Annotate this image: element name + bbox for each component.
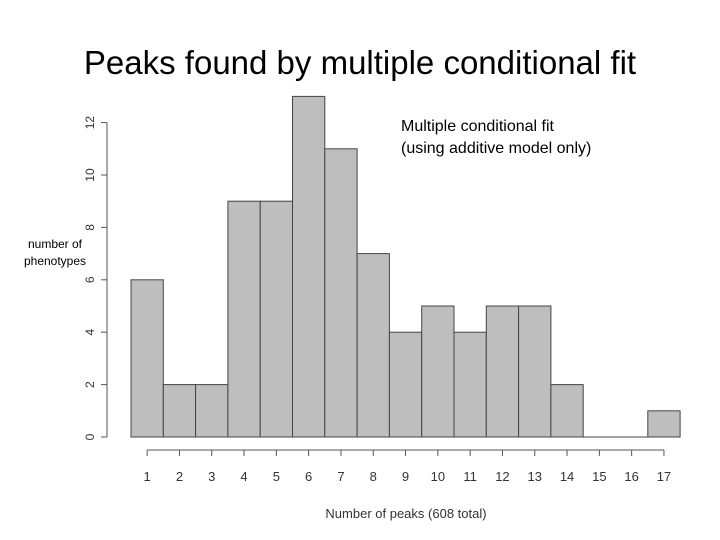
y-tick-label: 12 (83, 116, 97, 130)
y-axis-label-line-1: number of (27, 237, 83, 251)
y-axis-label-line-2: phenotypes (23, 254, 87, 268)
bars (130, 95, 681, 438)
y-tick-label: 10 (83, 168, 97, 182)
y-axis: 0 2 4 6 8 10 12 (83, 116, 108, 440)
y-tick-label: 8 (83, 224, 97, 231)
bar-5 (259, 200, 294, 438)
y-tick-label: 0 (83, 433, 97, 440)
x-tick-label: 1 (144, 469, 151, 484)
x-tick-label: 9 (402, 469, 409, 484)
bar-7 (324, 148, 358, 438)
chart-annotation: Multiple conditional fit (using additive… (401, 116, 591, 160)
x-tick-label: 10 (431, 469, 445, 484)
x-tick-label: 11 (463, 469, 477, 484)
x-tick-label: 15 (592, 469, 606, 484)
x-axis-title: Number of peaks (608 total) (325, 506, 486, 521)
bar-12 (485, 305, 520, 438)
slide-title: Peaks found by multiple conditional fit (83, 44, 637, 81)
bar-9 (388, 331, 423, 438)
annotation-line-1: Multiple conditional fit (401, 118, 554, 135)
x-tick-label: 6 (305, 469, 312, 484)
y-axis-label: number of phenotypes (12, 236, 98, 270)
x-tick-label: 5 (273, 469, 280, 484)
y-tick-label: 6 (83, 276, 97, 283)
x-tick-label: 4 (240, 469, 247, 484)
bar-1 (130, 279, 164, 438)
bar-10 (421, 305, 455, 438)
x-tick-label: 13 (528, 469, 542, 484)
bar-2 (162, 384, 197, 438)
x-tick-label: 17 (657, 469, 671, 484)
bar-4 (227, 200, 261, 438)
bar-3 (195, 384, 229, 438)
x-tick-label: 8 (370, 469, 377, 484)
x-tick-label: 7 (337, 469, 344, 484)
bar-11 (453, 331, 487, 438)
bar-6 (292, 95, 326, 438)
x-tick-label: 3 (208, 469, 215, 484)
bar-13 (518, 305, 552, 438)
bar-14 (550, 384, 584, 438)
x-tick-label: 12 (495, 469, 509, 484)
bar-8 (356, 253, 390, 438)
y-tick-label: 2 (83, 381, 97, 388)
x-axis: 1 2 3 4 5 6 7 8 9 10 11 12 13 14 15 16 17 (144, 449, 671, 484)
x-tick-label: 2 (176, 469, 183, 484)
bar-17 (647, 410, 681, 438)
y-tick-label: 4 (83, 329, 97, 336)
annotation-line-2: (using additive model only) (401, 140, 592, 157)
x-tick-label: 16 (624, 469, 638, 484)
x-tick-label: 14 (560, 469, 574, 484)
